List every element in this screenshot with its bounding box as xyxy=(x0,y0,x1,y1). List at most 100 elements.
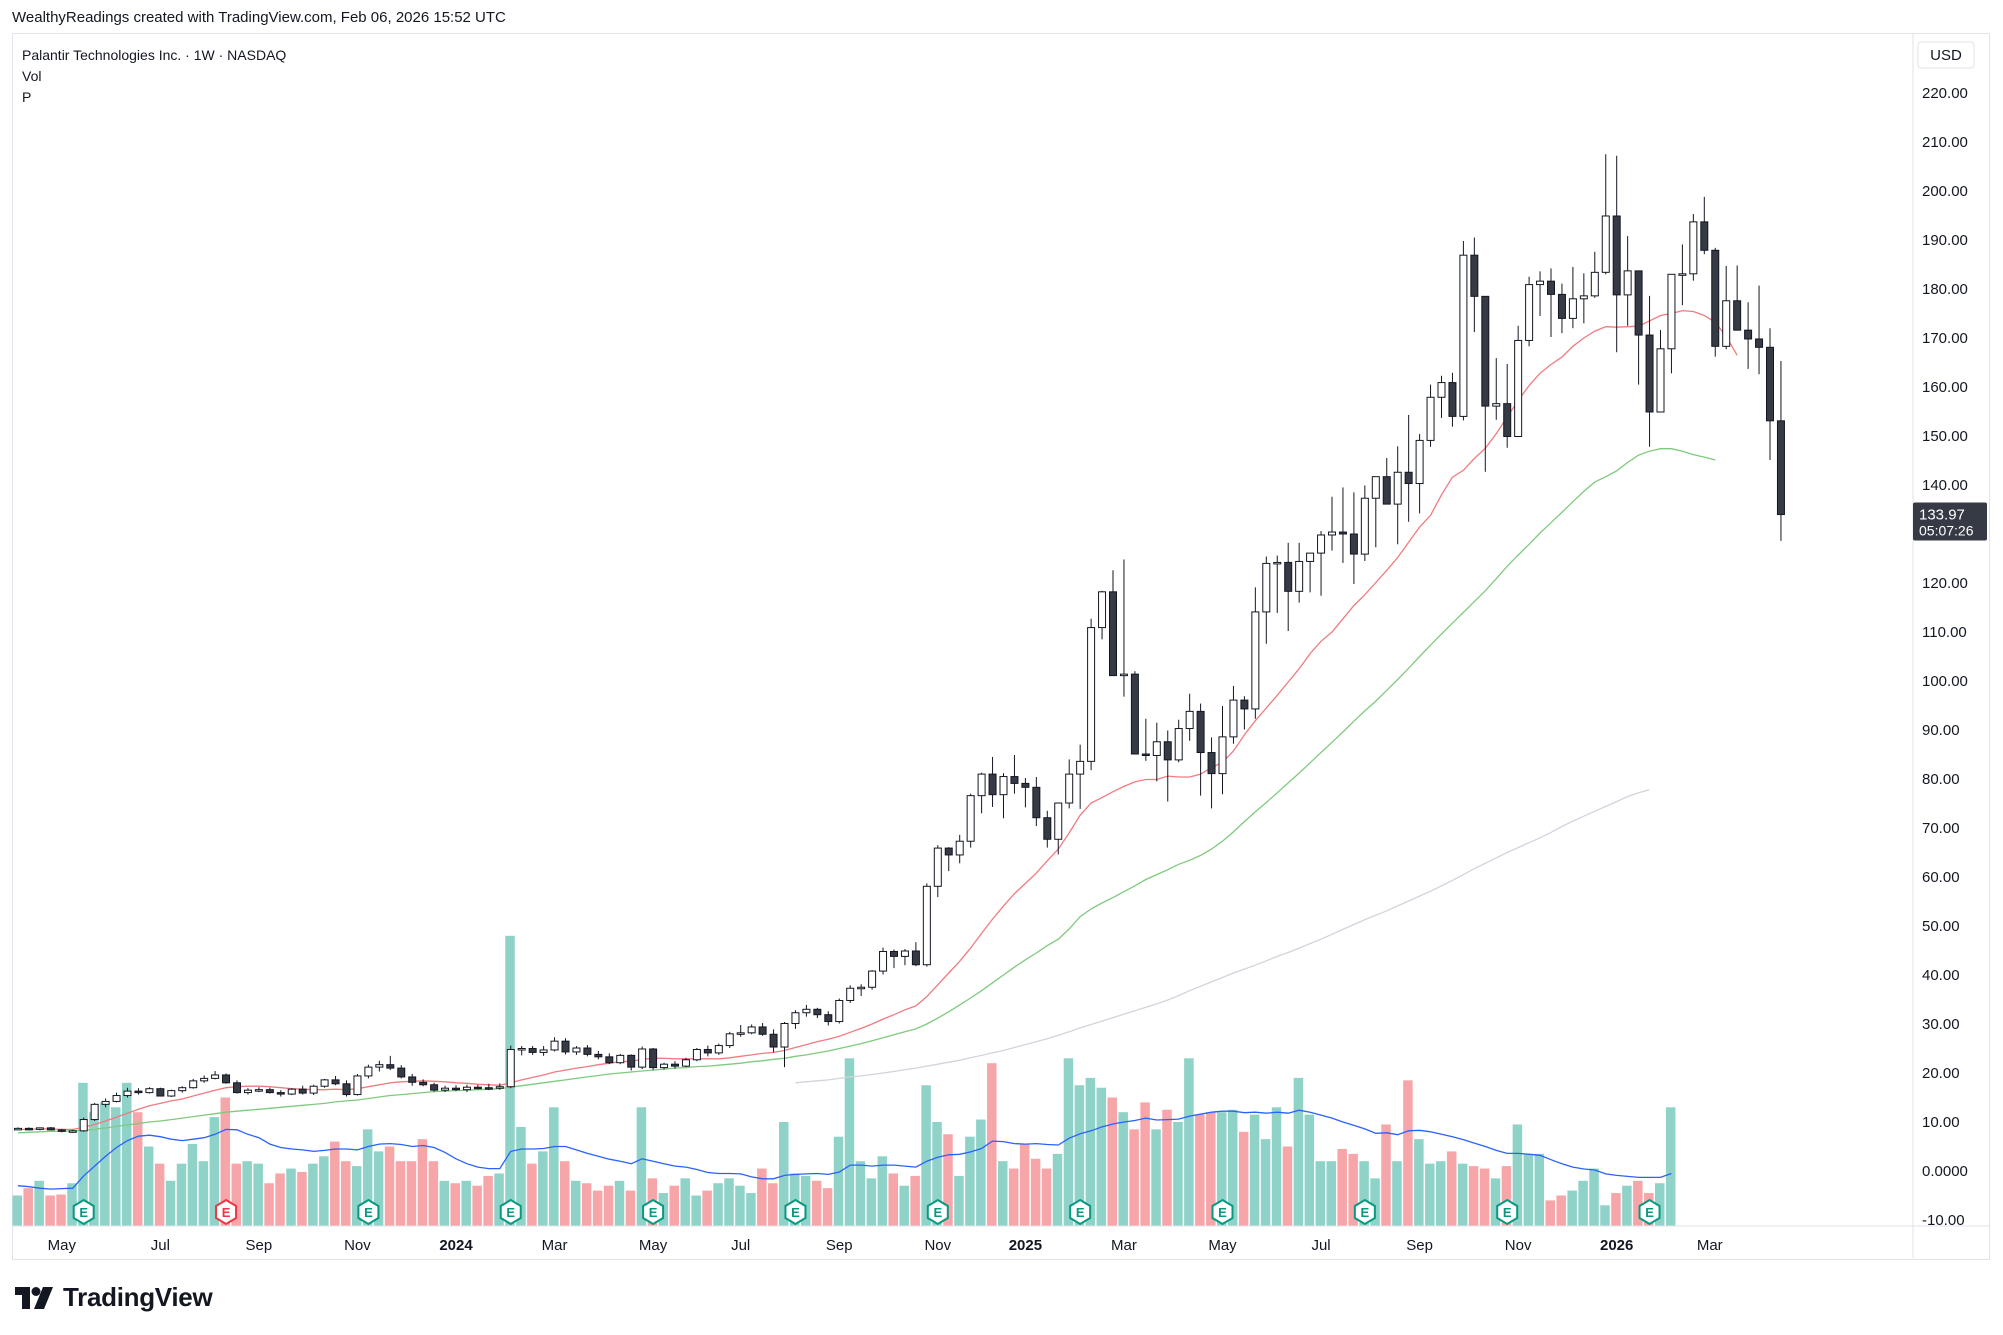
candle[interactable] xyxy=(802,1004,811,1017)
candle[interactable] xyxy=(605,1053,614,1065)
currency-label[interactable]: USD xyxy=(1930,47,1962,64)
candle[interactable] xyxy=(922,883,931,967)
candle[interactable] xyxy=(1207,737,1216,809)
candle[interactable] xyxy=(1032,777,1041,827)
candle[interactable] xyxy=(835,998,844,1024)
candle[interactable] xyxy=(1568,266,1577,329)
p-indicator-label[interactable]: P xyxy=(22,89,32,105)
candle[interactable] xyxy=(594,1050,603,1060)
candle[interactable] xyxy=(583,1045,592,1057)
candle[interactable] xyxy=(638,1046,647,1070)
candle[interactable] xyxy=(671,1061,679,1069)
candle[interactable] xyxy=(1371,476,1380,548)
candle[interactable] xyxy=(200,1075,209,1083)
candle[interactable] xyxy=(627,1054,636,1071)
candle[interactable] xyxy=(419,1079,428,1087)
candle[interactable] xyxy=(506,1045,515,1089)
candle[interactable] xyxy=(156,1087,165,1097)
candle[interactable] xyxy=(572,1046,581,1055)
candle[interactable] xyxy=(879,947,888,975)
candle[interactable] xyxy=(824,1011,833,1026)
candle[interactable] xyxy=(243,1088,252,1095)
candle[interactable] xyxy=(1240,696,1249,730)
candle[interactable] xyxy=(1065,759,1074,809)
candle[interactable] xyxy=(1262,556,1271,644)
candle[interactable] xyxy=(1481,295,1490,472)
candle[interactable] xyxy=(1273,555,1282,613)
candle[interactable] xyxy=(1163,730,1172,802)
candle[interactable] xyxy=(1284,542,1293,632)
candle[interactable] xyxy=(134,1088,143,1095)
candle[interactable] xyxy=(1601,154,1610,275)
candle[interactable] xyxy=(736,1024,745,1037)
candle[interactable] xyxy=(1010,754,1019,794)
candle[interactable] xyxy=(1349,492,1358,584)
candle[interactable] xyxy=(14,1127,22,1131)
candle[interactable] xyxy=(747,1024,756,1035)
candle[interactable] xyxy=(364,1064,373,1079)
candle[interactable] xyxy=(813,1007,822,1019)
candle[interactable] xyxy=(649,1048,658,1071)
candle[interactable] xyxy=(1470,237,1479,333)
candle[interactable] xyxy=(342,1080,351,1097)
candle[interactable] xyxy=(167,1089,176,1098)
candle[interactable] xyxy=(1306,552,1315,593)
candle[interactable] xyxy=(561,1038,570,1055)
candle[interactable] xyxy=(791,1010,800,1029)
candle[interactable] xyxy=(430,1082,439,1092)
candle[interactable] xyxy=(1141,718,1150,761)
candle[interactable] xyxy=(1360,485,1369,561)
candle[interactable] xyxy=(769,1029,778,1053)
earnings-marker[interactable]: E xyxy=(784,1198,807,1226)
candle[interactable] xyxy=(1152,722,1161,782)
candle[interactable] xyxy=(681,1057,690,1068)
candle[interactable] xyxy=(900,949,909,966)
candle[interactable] xyxy=(550,1037,559,1052)
earnings-marker[interactable]: E xyxy=(1496,1198,1519,1226)
candle[interactable] xyxy=(1755,285,1764,375)
candle[interactable] xyxy=(1612,155,1621,353)
earnings-marker[interactable]: E xyxy=(1638,1198,1661,1226)
candle[interactable] xyxy=(473,1084,482,1090)
candle[interactable] xyxy=(35,1127,44,1131)
candle[interactable] xyxy=(1043,810,1052,848)
candle[interactable] xyxy=(254,1087,263,1093)
candle[interactable] xyxy=(375,1060,384,1072)
earnings-marker[interactable]: E xyxy=(72,1198,95,1226)
candle[interactable] xyxy=(484,1083,493,1091)
candle[interactable] xyxy=(955,834,964,864)
earnings-marker[interactable]: E xyxy=(1211,1198,1234,1226)
candle[interactable] xyxy=(1021,778,1030,808)
candle[interactable] xyxy=(1185,693,1194,741)
candle[interactable] xyxy=(703,1045,712,1057)
candle[interactable] xyxy=(1492,358,1501,420)
candle[interactable] xyxy=(1382,458,1391,505)
candle[interactable] xyxy=(1634,270,1643,385)
candle[interactable] xyxy=(1098,590,1107,640)
candle[interactable] xyxy=(178,1086,187,1093)
candle[interactable] xyxy=(868,970,877,990)
candle[interactable] xyxy=(189,1078,198,1089)
candle[interactable] xyxy=(911,942,920,967)
currency-box[interactable] xyxy=(1917,41,1975,69)
candle[interactable] xyxy=(1623,236,1632,326)
candle[interactable] xyxy=(353,1073,362,1096)
candle[interactable] xyxy=(397,1065,406,1079)
candle[interactable] xyxy=(320,1078,329,1088)
candle[interactable] xyxy=(57,1128,66,1133)
candle[interactable] xyxy=(1130,671,1139,755)
candle[interactable] xyxy=(714,1043,723,1055)
candle[interactable] xyxy=(1119,559,1128,697)
candle[interactable] xyxy=(1437,375,1446,418)
candle[interactable] xyxy=(452,1085,460,1092)
candle[interactable] xyxy=(846,985,855,1003)
earnings-marker[interactable]: E xyxy=(642,1198,665,1226)
tradingview-brand[interactable]: TradingView xyxy=(15,1282,213,1313)
candle[interactable] xyxy=(1054,802,1063,855)
candle[interactable] xyxy=(1689,214,1698,281)
candle[interactable] xyxy=(287,1088,296,1096)
candle[interactable] xyxy=(1087,618,1096,771)
candle[interactable] xyxy=(660,1062,669,1070)
candle[interactable] xyxy=(1525,276,1534,347)
